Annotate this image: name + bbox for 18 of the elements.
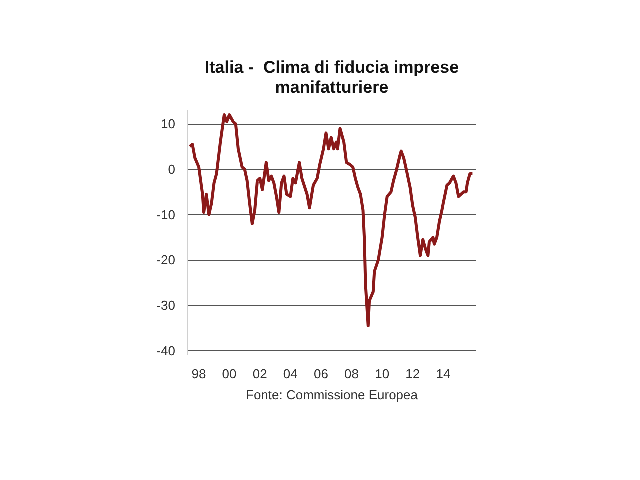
- x-tick-label: 14: [436, 366, 451, 382]
- x-tick-label: 06: [314, 366, 328, 382]
- y-tick-label: -20: [156, 252, 176, 268]
- x-tick-label: 04: [283, 366, 298, 382]
- x-tick-label: 12: [406, 366, 420, 382]
- line-series: [188, 114, 474, 328]
- y-tick-label: 10: [161, 116, 176, 132]
- y-tick-label: 0: [168, 162, 176, 177]
- source-note: Fonte: Commissione Europea: [246, 388, 419, 402]
- x-tick-label: 98: [192, 366, 206, 382]
- x-tick-label: 00: [222, 366, 237, 382]
- x-tick-label: 02: [252, 366, 268, 382]
- y-tick-label: -30: [156, 298, 176, 314]
- chart-title: Italia - Clima di fiducia imprese manifatturiere: [204, 58, 460, 99]
- x-tick-label: 08: [344, 366, 360, 382]
- y-tick-label: -40: [156, 343, 176, 358]
- x-tick-label: 10: [375, 366, 390, 382]
- y-tick-label: -10: [156, 207, 176, 222]
